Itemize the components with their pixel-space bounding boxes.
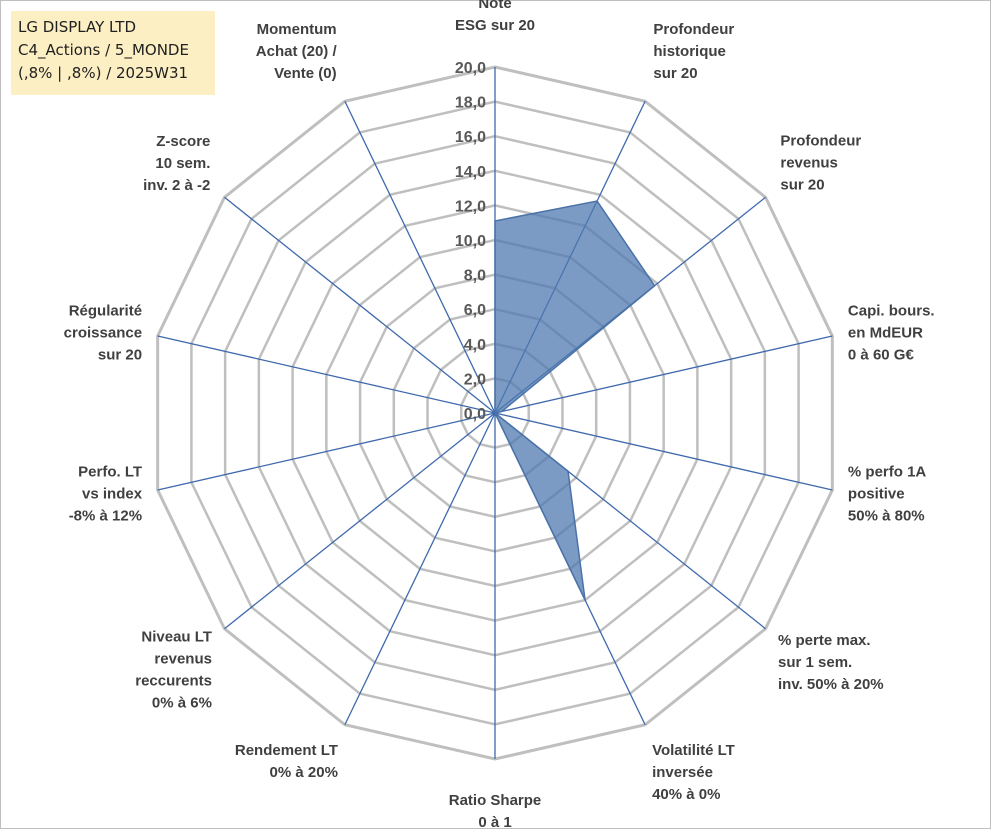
axis-label-line: -8% à 12%: [69, 508, 142, 525]
axis-label: Ratio Sharpe 0 à 1: [449, 792, 542, 829]
axis-label: Z-score 10 sem. inv. 2 à -2: [143, 133, 210, 194]
axis-label-line: ESG sur 20: [455, 17, 535, 34]
tick-label: 2,0: [464, 371, 486, 388]
axis-label: Momentum Achat (20) / Vente (0): [256, 21, 338, 82]
axis-label-line: 10 sem.: [155, 155, 210, 172]
axis-label-line: Note: [478, 0, 511, 12]
axis-label-line: Profondeur: [653, 21, 734, 38]
axis-label: Régularité croissance sur 20: [64, 302, 142, 363]
axis-label: Profondeur historique sur 20: [653, 21, 734, 82]
tick-label: 14,0: [455, 164, 486, 181]
axis-labels: Note ESG sur 20 Profondeur historique sur 20…: [64, 0, 935, 829]
tick-label: 8,0: [464, 268, 486, 285]
axis-spoke: [494, 412, 833, 491]
axis-spoke: [224, 196, 496, 414]
axis-label-line: Ratio Sharpe: [449, 792, 542, 809]
axis-label-line: inv. 50% à 20%: [778, 676, 884, 693]
axis-label: Volatilité LT inversée 40% à 0%: [652, 742, 735, 803]
axis-label-line: Vente (0): [274, 65, 337, 82]
axis-label-line: Régularité: [69, 302, 142, 319]
axis-label-line: sur 20: [653, 65, 697, 82]
axis-label-line: positive: [848, 486, 905, 503]
axis-label: Capi. bours. en MdEUR 0 à 60 G€: [848, 302, 935, 363]
axis-spoke: [157, 335, 496, 414]
axis-label-line: Profondeur: [780, 132, 861, 149]
axis-label-line: 0% à 6%: [152, 695, 212, 712]
series-area: [493, 200, 656, 601]
axis-label: Profondeur revenus sur 20: [780, 132, 861, 193]
axis-label-line: revenus: [154, 651, 212, 668]
axis-spoke: [494, 335, 833, 414]
axis-label-line: revenus: [780, 154, 838, 171]
axis-label-line: 0 à 60 G€: [848, 346, 915, 363]
tick-label: 12,0: [455, 198, 486, 215]
axis-label-line: Volatilité LT: [652, 742, 735, 759]
axis-label-line: Achat (20) /: [256, 43, 338, 60]
tick-label: 10,0: [455, 233, 486, 250]
axis-label-line: reccurents: [135, 673, 212, 690]
company-name: LG DISPLAY LTD: [18, 18, 137, 36]
axis-spoke: [344, 100, 496, 414]
axis-label-line: sur 1 sem.: [778, 654, 852, 671]
axis-label-line: sur 20: [780, 176, 824, 193]
tick-label: 18,0: [455, 95, 486, 112]
axis-label: % perte max. sur 1 sem. inv. 50% à 20%: [778, 632, 884, 693]
chart-header-box: LG DISPLAY LTD C4_Actions / 5_MONDE (,8%…: [11, 11, 215, 95]
axis-spoke: [224, 412, 496, 630]
axis-spoke: [157, 412, 496, 491]
radar-series: [493, 200, 656, 601]
axis-label-line: % perte max.: [778, 632, 871, 649]
tick-label: 6,0: [464, 302, 486, 319]
axis-label-line: inv. 2 à -2: [143, 177, 210, 194]
tick-label: 0,0: [464, 406, 486, 423]
axis-label-line: croissance: [64, 324, 142, 341]
axis-label: Perfo. LT vs index -8% à 12%: [69, 464, 143, 525]
axis-label-line: inversée: [652, 764, 713, 781]
axis-label: Niveau LT revenus reccurents 0% à 6%: [135, 629, 212, 712]
axis-label-line: 40% à 0%: [652, 786, 720, 803]
axis-label-line: en MdEUR: [848, 324, 923, 341]
category-line: C4_Actions / 5_MONDE: [18, 41, 189, 59]
tick-label: 16,0: [455, 129, 486, 146]
axis-label-line: Momentum: [257, 21, 337, 38]
axis-label-line: Perfo. LT: [78, 464, 142, 481]
axis-label-line: 0% à 20%: [270, 764, 338, 781]
tick-label: 20,0: [455, 60, 486, 77]
axis-label-line: 50% à 80%: [848, 508, 925, 525]
axis-label-line: % perfo 1A: [848, 464, 927, 481]
tick-label: 4,0: [464, 337, 486, 354]
axis-label-line: Z-score: [156, 133, 210, 150]
axis-label-line: vs index: [82, 486, 143, 503]
axis-label-line: 0 à 1: [478, 814, 511, 829]
axis-label: Rendement LT 0% à 20%: [235, 742, 338, 781]
axis-label-line: sur 20: [98, 346, 142, 363]
radial-tick-labels: 0,0 2,0 4,0 6,0 8,0 10,0 12,0 14,0 16,0 18,0 20,0: [455, 60, 486, 423]
week-line: (,8% | ,8%) / 2025W31: [18, 64, 189, 82]
axis-spoke: [344, 412, 496, 726]
axis-label: % perfo 1A positive 50% à 80%: [848, 464, 927, 525]
axis-label-line: historique: [653, 43, 726, 60]
axis-label: Note ESG sur 20: [455, 0, 535, 34]
axis-label-line: Rendement LT: [235, 742, 338, 759]
axis-label-line: Niveau LT: [141, 629, 212, 646]
axis-label-line: Capi. bours.: [848, 302, 935, 319]
